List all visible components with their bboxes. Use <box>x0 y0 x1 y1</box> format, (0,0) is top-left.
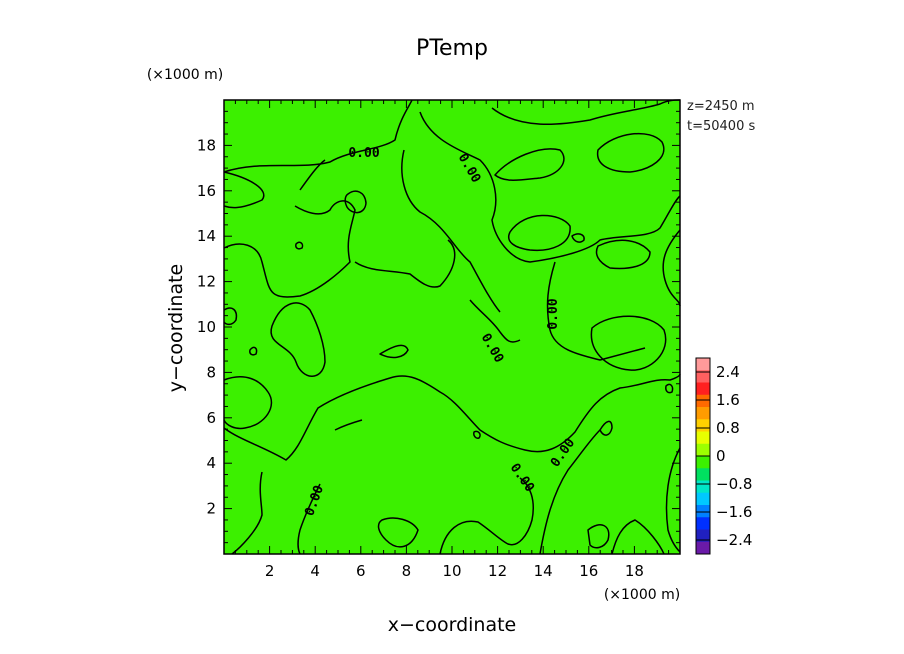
contour-line <box>662 229 681 307</box>
colorbar-swatch <box>696 443 710 457</box>
contour-line <box>508 214 571 252</box>
contour-line <box>223 171 265 209</box>
contour-line <box>539 429 601 555</box>
contour-line <box>270 302 326 377</box>
contour-line <box>571 233 585 243</box>
colorbar-swatch <box>696 468 710 481</box>
colorbar-swatch <box>696 505 710 518</box>
y-tick-label: 2 <box>206 500 216 518</box>
contour-line <box>611 519 665 555</box>
zero-contour-lines <box>223 99 681 555</box>
x-tick-label: 10 <box>442 562 461 580</box>
y-tick-label: 18 <box>197 136 216 154</box>
x-tick-label: 6 <box>356 562 366 580</box>
contour-line <box>344 190 367 214</box>
x-tick-label: 12 <box>488 562 507 580</box>
contour-line <box>473 430 481 439</box>
contour-line <box>665 447 681 553</box>
contour-line <box>595 239 651 270</box>
x-tick-label: 2 <box>265 562 275 580</box>
y-tick-label: 6 <box>206 409 216 427</box>
time-annotation: t=50400 s <box>687 119 755 134</box>
contour-line <box>469 299 521 343</box>
contour-line <box>665 383 674 394</box>
colorbar-swatch <box>696 529 710 543</box>
colorbar-swatch <box>696 382 710 396</box>
contour-line <box>491 99 681 126</box>
colorbar-swatch <box>696 394 710 408</box>
x-tick-label: 4 <box>310 562 320 580</box>
x-axis-title: x−coordinate <box>388 614 517 636</box>
contour-line <box>297 483 321 555</box>
colorbar: 2.4 1.6 0.8 0 −0.8 −1.6 −2.4 <box>695 357 752 555</box>
y-tick-label: 10 <box>197 318 216 336</box>
colorbar-tick-label: 0 <box>716 447 726 465</box>
contour-line <box>401 149 501 313</box>
contour-line <box>587 524 610 549</box>
contour-line <box>546 261 646 361</box>
y-tick-label: 16 <box>197 182 216 200</box>
colorbar-swatch <box>696 492 710 506</box>
y-tick-label: 8 <box>206 363 216 381</box>
contour-line <box>596 132 665 173</box>
x-tick-label: 16 <box>579 562 598 580</box>
contour-line <box>599 420 613 436</box>
contour-line <box>223 307 238 326</box>
colorbar-tick-label: −0.8 <box>716 475 752 493</box>
x-tick-label: 18 <box>625 562 644 580</box>
contour-line <box>379 344 409 359</box>
colorbar-swatch <box>696 419 710 432</box>
y-tick-label: 12 <box>197 273 216 291</box>
colorbar-tick-label: −1.6 <box>716 503 752 521</box>
contour-label: 0.00 <box>546 298 561 329</box>
ptemp-field <box>224 100 680 554</box>
colorbar-swatch <box>696 407 710 420</box>
colorbar-swatch <box>696 456 710 469</box>
contour-line <box>223 376 273 430</box>
colorbar-tick-label: −2.4 <box>716 531 752 549</box>
contour-line <box>494 148 565 181</box>
contour-line <box>439 477 534 555</box>
colorbar-tick-label: 2.4 <box>716 363 740 381</box>
axis-ticks: 2 4 6 8 10 12 14 16 18 2 4 6 8 10 12 14 16 18 <box>197 100 680 580</box>
contour-line <box>249 346 258 356</box>
z-level-annotation: z=2450 m <box>687 99 755 114</box>
colorbar-swatch <box>696 517 710 530</box>
contour-label: 0.00 <box>348 146 379 161</box>
x-axis-unit: (×1000 m) <box>604 587 680 603</box>
contour-line <box>295 241 304 250</box>
contour-line <box>419 111 681 263</box>
x-tick-label: 8 <box>402 562 412 580</box>
colorbar-tick-label: 0.8 <box>716 419 740 437</box>
chart-title: PTemp <box>416 36 488 61</box>
colorbar-tick-label: 1.6 <box>716 391 740 409</box>
contour-line <box>231 471 263 555</box>
contour-line <box>223 200 356 298</box>
contour-line <box>377 517 419 548</box>
contour-line <box>334 419 363 431</box>
y-tick-label: 14 <box>197 227 216 245</box>
contour-line <box>354 239 456 288</box>
contour-line <box>590 315 667 371</box>
colorbar-swatch <box>696 370 710 383</box>
y-tick-label: 4 <box>206 454 216 472</box>
colorbar-swatch <box>696 541 710 555</box>
colorbar-swatch <box>696 480 710 494</box>
x-tick-label: 14 <box>534 562 553 580</box>
contour-line <box>223 99 413 173</box>
y-axis-unit: (×1000 m) <box>147 67 223 83</box>
y-axis-title: y−coordinate <box>165 264 187 393</box>
colorbar-swatch <box>696 358 710 371</box>
colorbar-swatch <box>696 431 710 445</box>
contour-line <box>299 159 326 191</box>
contour-line <box>223 373 681 461</box>
